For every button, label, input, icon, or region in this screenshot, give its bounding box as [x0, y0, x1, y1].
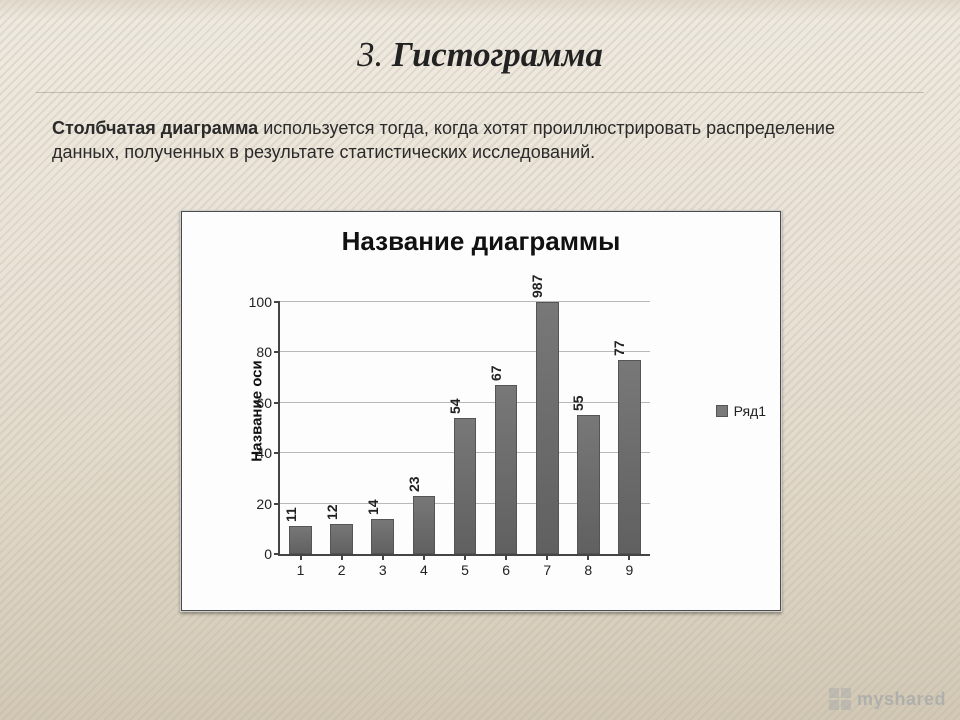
- slide: 3. Гистограмма Столбчатая диаграмма испо…: [0, 0, 960, 720]
- x-tick-mark: [464, 554, 466, 560]
- bar: 55: [577, 415, 600, 554]
- bar: 14: [371, 519, 394, 554]
- y-tick-label: 40: [256, 445, 272, 461]
- bar: 987: [536, 302, 559, 554]
- x-tick-mark: [505, 554, 507, 560]
- x-tick-mark: [546, 554, 548, 560]
- heading-number: 3.: [357, 36, 383, 74]
- watermark-icon: [829, 688, 851, 710]
- chart-inner: Название диаграммы Название оси 02040608…: [181, 211, 781, 611]
- x-tick-mark: [341, 554, 343, 560]
- x-tick-label: 9: [626, 562, 634, 578]
- bar-value-label: 12: [324, 504, 340, 520]
- body-paragraph: Столбчатая диаграмма используется тогда,…: [52, 116, 900, 165]
- bar-value-label: 67: [488, 366, 504, 382]
- legend: Ряд1: [716, 403, 766, 419]
- legend-swatch: [716, 405, 728, 417]
- x-tick-label: 8: [584, 562, 592, 578]
- chart-title: Название диаграммы: [182, 226, 780, 257]
- y-tick-label: 100: [249, 294, 272, 310]
- y-tick-mark: [274, 553, 280, 555]
- body-lead: Столбчатая диаграмма: [52, 118, 258, 138]
- x-tick-mark: [587, 554, 589, 560]
- y-tick-label: 80: [256, 344, 272, 360]
- y-tick-label: 20: [256, 496, 272, 512]
- bar: 23: [413, 496, 436, 554]
- bar-value-label: 77: [611, 340, 627, 356]
- y-tick-mark: [274, 402, 280, 404]
- y-tick-mark: [274, 301, 280, 303]
- slide-heading: 3. Гистограмма: [0, 36, 960, 75]
- legend-label: Ряд1: [734, 403, 766, 419]
- x-tick-label: 7: [543, 562, 551, 578]
- x-tick-label: 1: [297, 562, 305, 578]
- gridline: [280, 301, 650, 302]
- bar-value-label: 23: [406, 476, 422, 492]
- watermark: myshared: [829, 688, 946, 710]
- y-tick-mark: [274, 351, 280, 353]
- bar-value-label: 54: [447, 398, 463, 414]
- heading-text: Гистограмма: [392, 36, 603, 74]
- watermark-text: myshared: [857, 689, 946, 710]
- x-tick-label: 4: [420, 562, 428, 578]
- divider: [36, 92, 924, 93]
- x-tick-label: 6: [502, 562, 510, 578]
- bar: 54: [454, 418, 477, 554]
- bar-value-label: 55: [570, 396, 586, 412]
- bar-value-label: 11: [283, 507, 299, 522]
- gridline: [280, 351, 650, 352]
- y-tick-mark: [274, 452, 280, 454]
- y-tick-label: 0: [264, 546, 272, 562]
- x-tick-label: 3: [379, 562, 387, 578]
- y-tick-label: 60: [256, 395, 272, 411]
- bar: 67: [495, 385, 518, 554]
- bar: 12: [330, 524, 353, 554]
- x-tick-mark: [423, 554, 425, 560]
- bar-value-label: 14: [365, 499, 381, 515]
- chart-panel: Название диаграммы Название оси 02040608…: [180, 210, 782, 612]
- x-tick-label: 5: [461, 562, 469, 578]
- y-tick-mark: [274, 503, 280, 505]
- x-tick-mark: [628, 554, 630, 560]
- bar-value-label: 987: [529, 275, 545, 298]
- bar: 11: [289, 526, 312, 554]
- bar: 77: [618, 360, 641, 554]
- decoration-top: [0, 0, 960, 20]
- plot-area: 0204060801001111221432345456769877558779: [278, 302, 650, 556]
- x-tick-label: 2: [338, 562, 346, 578]
- x-tick-mark: [382, 554, 384, 560]
- gridline: [280, 402, 650, 403]
- x-tick-mark: [300, 554, 302, 560]
